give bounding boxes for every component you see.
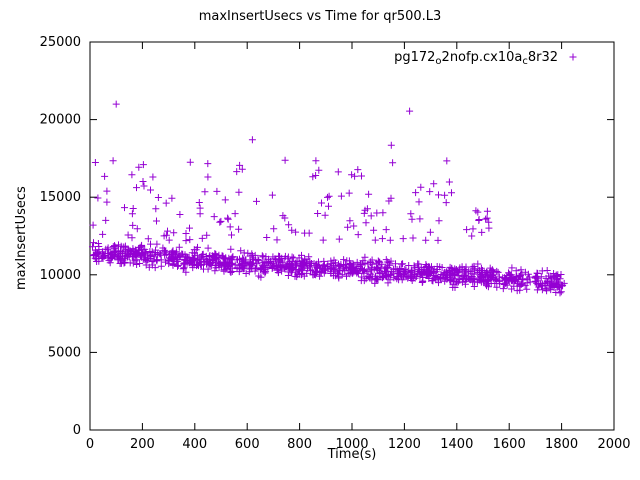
y-tick-label: 0: [73, 423, 81, 438]
x-tick-label: 1600: [493, 437, 526, 452]
y-tick-label: 20000: [40, 113, 81, 128]
plot-border: [89, 41, 615, 431]
x-axis-label: Time(s): [327, 447, 377, 462]
legend-marker-icon: [569, 53, 577, 61]
y-tick-label: 25000: [40, 35, 81, 50]
x-tick-label: 1400: [440, 437, 473, 452]
x-tick-label: 2000: [597, 437, 630, 452]
x-tick-label: 200: [130, 437, 155, 452]
legend: pg172o2nofp.cx10ac8r32: [394, 50, 577, 67]
x-tick-label: 0: [86, 437, 94, 452]
legend-series-label: pg172o2nofp.cx10ac8r32: [394, 50, 558, 67]
x-tick-label: 800: [287, 437, 312, 452]
x-tick-label: 400: [182, 437, 207, 452]
x-tick-label: 1200: [388, 437, 421, 452]
x-tick-label: 1800: [545, 437, 578, 452]
y-tick-label: 10000: [40, 268, 81, 283]
x-tick-label: 600: [235, 437, 260, 452]
axis-ticks: [89, 41, 615, 431]
chart-title: maxInsertUsecs vs Time for qr500.L3: [198, 9, 442, 24]
y-tick-label: 5000: [48, 345, 81, 360]
y-tick-label: 15000: [40, 190, 81, 205]
tick-labels: 0 200 400 600 800 1000 1200 1400 1600 1800 2000050…: [40, 35, 631, 452]
scatter-points: [89, 100, 568, 297]
x-tick-label: 1000: [335, 437, 368, 452]
